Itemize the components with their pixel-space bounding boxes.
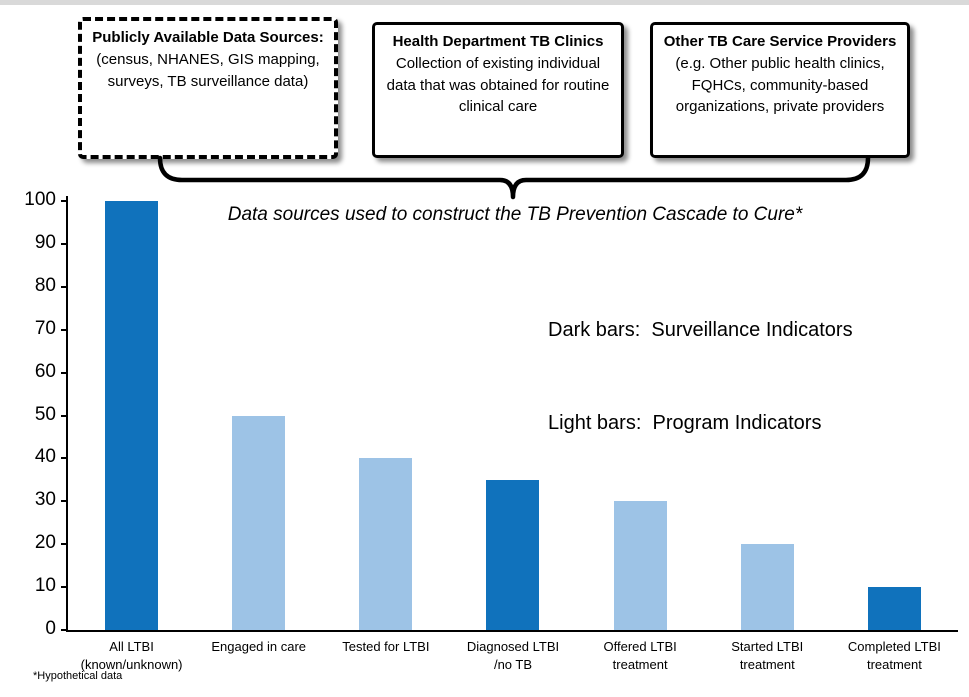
footnote: *Hypothetical data (33, 670, 123, 682)
category-label-5: Started LTBI treatment (731, 639, 804, 672)
bar-6 (867, 587, 921, 630)
y-axis-tick-mark (61, 200, 67, 202)
bar-slot (195, 201, 322, 630)
y-axis-tick-label: 0 (45, 618, 56, 639)
bar-5 (740, 544, 794, 630)
annotation-box-body: Collection of existing individual data t… (386, 54, 610, 116)
y-axis-tick-label: 60 (34, 360, 56, 382)
bar-1 (232, 415, 286, 630)
y-axis-tick-label: 10 (34, 575, 56, 597)
category-label-3: Diagnosed LTBI /no TB (466, 639, 560, 672)
y-axis: 0 10 20 30 40 50 60 70 80 90 100 (0, 0, 70, 697)
bar-2 (359, 458, 413, 630)
y-axis-tick-mark (61, 586, 67, 589)
category-label-0: All LTBI (known/unknown) (80, 639, 183, 672)
y-axis-tick-mark (61, 629, 67, 631)
annotation-box-other-providers: Other TB Care Service Providers (e.g. Ot… (650, 22, 910, 158)
bar-slot (831, 201, 958, 630)
y-axis-tick-label: 30 (34, 489, 56, 511)
y-axis-tick-label: 70 (34, 317, 56, 339)
bar-0 (105, 201, 159, 630)
bar-slot (322, 201, 449, 630)
top-border-strip (0, 0, 969, 5)
chart-legend: Dark bars: Surveillance Indicators Light… (548, 253, 853, 501)
annotation-box-health-dept: Health Department TB Clinics Collection … (372, 22, 624, 158)
x-axis-line (66, 630, 958, 632)
category-label-1: Engaged in care (211, 639, 307, 654)
legend-light-bars: Light bars: Program Indicators (548, 412, 822, 434)
annotation-box-body: (census, NHANES, GIS mapping, surveys, T… (96, 50, 320, 90)
category-label-6: Completed LTBI treatment (847, 639, 941, 672)
y-axis-tick-label: 90 (34, 231, 56, 253)
y-axis-tick-label: 20 (34, 532, 56, 554)
chart-title: Data sources used to construct the TB Pr… (227, 204, 803, 225)
annotation-box-title: Publicly Available Data Sources: (92, 29, 324, 46)
y-axis-line (66, 196, 68, 632)
bracket-connector (157, 155, 871, 200)
legend-dark-bars: Dark bars: Surveillance Indicators (548, 319, 853, 341)
bar-3 (486, 479, 540, 630)
annotation-box-public-data: Publicly Available Data Sources: (census… (78, 17, 338, 159)
y-axis-tick-mark (61, 285, 67, 288)
y-axis-tick-label: 100 (24, 189, 56, 210)
bar-plot-area (68, 201, 958, 630)
y-axis-tick-mark (61, 500, 67, 503)
bar-slot (68, 201, 195, 630)
annotation-box-body: (e.g. Other public health clinics, FQHCs… (675, 54, 885, 116)
category-label-4: Offered LTBI treatment (603, 639, 677, 672)
y-axis-tick-mark (61, 371, 67, 374)
y-axis-tick-mark (61, 242, 67, 245)
annotation-box-title: Health Department TB Clinics (392, 33, 604, 50)
bar-slot (704, 201, 831, 630)
bar-4 (613, 501, 667, 630)
x-axis-category-labels: All LTBI (known/unknown) Engaged in care T… (68, 638, 958, 673)
y-axis-tick-mark (61, 457, 67, 460)
bar-slot (449, 201, 576, 630)
y-axis-tick-label: 50 (34, 403, 56, 425)
bar-slot (577, 201, 704, 630)
annotation-box-title: Other TB Care Service Providers (663, 33, 897, 50)
category-label-2: Tested for LTBI (342, 639, 430, 654)
y-axis-tick-label: 40 (34, 446, 56, 468)
y-axis-tick-label: 80 (34, 274, 56, 296)
y-axis-tick-mark (61, 543, 67, 546)
y-axis-tick-mark (61, 328, 67, 331)
y-axis-tick-mark (61, 414, 67, 417)
